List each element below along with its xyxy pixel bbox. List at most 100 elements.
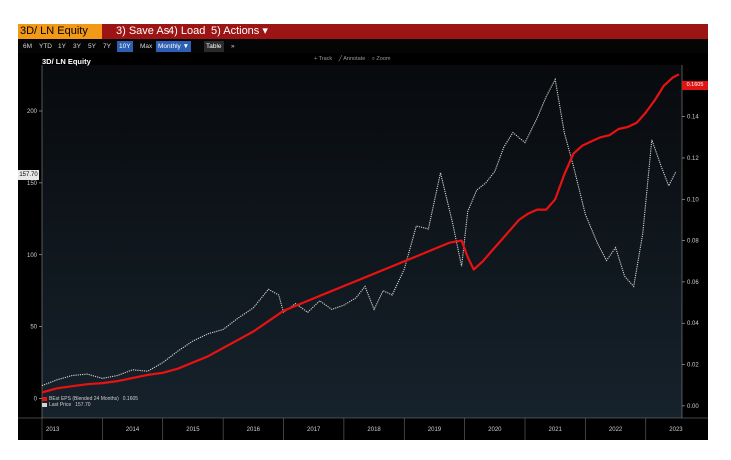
eps-point	[617, 128, 619, 130]
eps-point	[86, 383, 88, 385]
last-price-point	[131, 369, 133, 371]
last-price-point	[536, 117, 538, 119]
x-axis-tick-label: 2020	[488, 427, 502, 433]
more-options-button[interactable]: »	[231, 43, 235, 50]
last-price-point	[403, 268, 405, 270]
last-price-point	[524, 141, 526, 143]
last-price-point	[427, 228, 429, 230]
eps-point	[590, 140, 592, 142]
left-axis-tick-label: 100	[27, 253, 38, 259]
ticker-field[interactable]: 3D/ LN Equity	[18, 24, 102, 39]
eps-point	[297, 303, 299, 305]
eps-point	[418, 254, 420, 256]
eps-point	[237, 339, 239, 341]
eps-point	[518, 219, 520, 221]
save-as-button[interactable]: 3) Save As	[116, 25, 170, 37]
timeframe-6m[interactable]: 6M	[23, 43, 33, 50]
timeframe-ytd[interactable]: YTD	[39, 43, 52, 50]
load-button[interactable]: 4) Load	[168, 25, 206, 37]
legend-swatch-eps	[42, 396, 47, 401]
last-price-tag: 157.70	[18, 170, 39, 180]
eps-point	[388, 266, 390, 268]
last-price-point	[116, 374, 118, 376]
last-price-point	[545, 95, 547, 97]
last-price-point	[485, 182, 487, 184]
right-axis-tick-label: 0.02	[687, 363, 699, 369]
eps-point	[608, 134, 610, 136]
eps-point	[373, 273, 375, 275]
last-price-point	[319, 300, 321, 302]
plot-area	[42, 65, 682, 418]
last-price-point	[642, 232, 644, 234]
last-price-point	[177, 350, 179, 352]
legend-swatch-price	[42, 402, 47, 407]
last-price-point	[660, 164, 662, 166]
legend-item-eps: BEst EPS (Blended 24 Months) 0.1605	[42, 396, 138, 402]
eps-point	[636, 122, 638, 124]
eps-point	[599, 136, 601, 138]
last-price-point	[391, 294, 393, 296]
x-axis-tick-label: 2015	[186, 427, 200, 433]
timeframe-7y[interactable]: 7Y	[103, 43, 111, 50]
table-button[interactable]: Table	[204, 41, 224, 52]
left-axis-tick-label: 200	[27, 109, 38, 115]
eps-point	[460, 239, 462, 241]
eps-point	[343, 285, 345, 287]
legend-item-last-price: Last Price 157.70	[42, 402, 138, 408]
last-price-point	[675, 170, 677, 172]
chart-axes: 0 50 100 150 200 0.00 0.02 0.04 0.06 0.08 0.10 0.12…	[18, 53, 708, 440]
eps-point	[71, 385, 73, 387]
eps-point	[267, 320, 269, 322]
eps-point	[654, 99, 656, 101]
last-price-point	[605, 259, 607, 261]
actions-menu-button[interactable]: 5) Actions ▾	[211, 25, 268, 37]
timeframe-toolbar: 6M YTD 1Y 3Y 5Y 7Y 10Y Max Monthly ▼ Tab…	[18, 40, 708, 53]
eps-point	[645, 111, 647, 113]
last-price-point	[512, 131, 514, 133]
track-tool[interactable]: + Track	[314, 56, 333, 62]
last-price-point	[147, 370, 149, 372]
price-eps-chart[interactable]: 0 50 100 150 200 0.00 0.02 0.04 0.06 0.08 0.10 0.12…	[18, 53, 708, 440]
x-axis-tick-label: 2023	[669, 427, 683, 433]
last-price-point	[467, 210, 469, 212]
right-axis-tick-label: 0.00	[687, 404, 699, 410]
bloomberg-terminal-window: 3D/ LN Equity 3) Save As 4) Load 5) Acti…	[18, 24, 708, 440]
last-price-point	[596, 242, 598, 244]
right-axis-tick-label: 0.12	[687, 156, 699, 162]
last-price-point	[343, 304, 345, 306]
chart-title: 3D/ LN Equity	[42, 57, 91, 66]
x-axis-tick-label: 2013	[46, 427, 60, 433]
eps-point	[222, 347, 224, 349]
x-axis-tick-label: 2016	[247, 427, 261, 433]
frequency-dropdown[interactable]: Monthly ▼	[156, 41, 191, 52]
timeframe-1y[interactable]: 1Y	[58, 43, 66, 50]
last-price-point	[382, 290, 384, 292]
last-price-point	[494, 170, 496, 172]
eps-point	[545, 208, 547, 210]
eps-point	[147, 374, 149, 376]
eps-point	[116, 380, 118, 382]
legend-value-price: 157.70	[75, 402, 91, 408]
eps-point	[491, 250, 493, 252]
eps-point	[536, 208, 538, 210]
annotate-tool[interactable]: ╱ Annotate	[338, 56, 366, 62]
eps-point	[678, 73, 680, 75]
eps-point	[56, 387, 58, 389]
eps-point	[627, 126, 629, 128]
last-price-point	[267, 288, 269, 290]
eps-point	[313, 297, 315, 299]
eps-point	[358, 279, 360, 281]
right-axis-tick-label: 0.14	[687, 115, 699, 121]
legend-label-eps: BEst EPS (Blended 24 Months)	[49, 396, 119, 402]
timeframe-3y[interactable]: 3Y	[73, 43, 81, 50]
eps-point	[41, 391, 43, 393]
zoom-tool[interactable]: ⌕ Zoom	[371, 56, 391, 62]
left-axis-tick-label: 50	[30, 325, 37, 331]
timeframe-10y[interactable]: 10Y	[117, 41, 133, 52]
timeframe-max[interactable]: Max	[140, 43, 153, 50]
timeframe-5y[interactable]: 5Y	[88, 43, 96, 50]
x-axis-tick-label: 2021	[549, 427, 563, 433]
chart-legend: BEst EPS (Blended 24 Months) 0.1605 Last …	[42, 396, 138, 408]
eps-point	[177, 368, 179, 370]
eps-point	[207, 355, 209, 357]
